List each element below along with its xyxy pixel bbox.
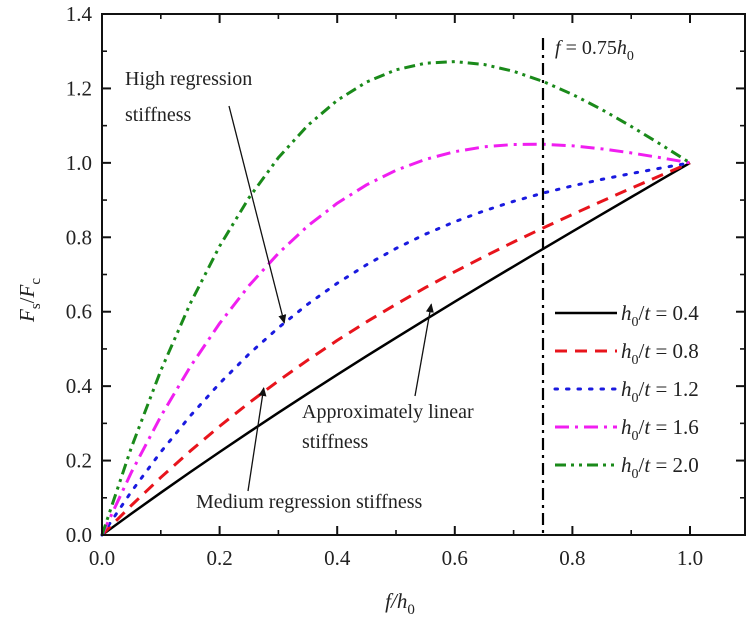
legend-label-sub: 0 <box>632 353 639 368</box>
y-axis-label-f1: F <box>15 309 39 323</box>
legend-label-h: h <box>621 301 632 325</box>
series-line-5 <box>100 60 691 536</box>
annotation-linear: Approximately linear stiffness <box>302 401 474 453</box>
legend-label-slash: / <box>639 339 645 363</box>
y-tick-label: 0.2 <box>66 449 92 473</box>
annotation-linear-line: Approximately linear <box>302 401 474 423</box>
legend-label-t: t <box>644 377 651 401</box>
vline-label: f = 0.75h0 <box>555 37 634 64</box>
x-axis-label: f/h0 <box>385 589 415 618</box>
y-tick-label: 0.0 <box>66 523 92 547</box>
y-tick-label: 1.4 <box>66 2 93 26</box>
y-axis-label-sub2: c <box>28 278 44 285</box>
x-tick-label: 0.2 <box>206 546 232 570</box>
legend-label-h: h <box>621 339 632 363</box>
x-tick-label: 1.0 <box>677 546 703 570</box>
legend-label-slash: / <box>639 301 645 325</box>
legend-label-value: = 2.0 <box>650 453 699 477</box>
annotation-arrow-high <box>228 105 287 324</box>
legend-label-t: t <box>644 339 651 363</box>
legend-label-3: h0/t = 1.2 <box>621 377 699 406</box>
legend-label-h: h <box>621 377 632 401</box>
legend: h0/t = 0.4h0/t = 0.8h0/t = 1.2h0/t = 1.6… <box>553 301 699 482</box>
legend-label-sub: 0 <box>632 315 639 330</box>
x-axis-label-main: f/h <box>385 589 407 613</box>
x-tick-label: 0.0 <box>89 546 115 570</box>
vline-label-h: h <box>617 37 627 59</box>
y-tick-label: 1.2 <box>66 76 92 100</box>
annotation-arrow-medium <box>247 387 267 492</box>
vline-label-sub: 0 <box>627 49 634 64</box>
legend-label-slash: / <box>639 377 645 401</box>
series-line-3 <box>100 161 692 537</box>
y-tick-label: 0.6 <box>66 300 92 324</box>
series-line-1 <box>101 161 691 537</box>
legend-label-value: = 1.6 <box>650 415 699 439</box>
y-tick-label: 0.4 <box>66 374 93 398</box>
annotation-high-line: High regression <box>125 68 252 90</box>
y-tick-label: 0.8 <box>66 225 92 249</box>
legend-label-sub: 0 <box>632 429 639 444</box>
series-line-4 <box>100 142 691 536</box>
series-line-2 <box>100 161 691 537</box>
legend-label-h: h <box>621 415 632 439</box>
annotation-high-line: stiffness <box>125 104 192 126</box>
annotation-linear-line: stiffness <box>302 431 369 453</box>
legend-label-t: t <box>644 301 651 325</box>
annotation-layer: High regression stiffness Medium regressio… <box>125 68 474 513</box>
x-tick-label: 0.6 <box>442 546 468 570</box>
vline-layer: f = 0.75h0 <box>541 37 634 535</box>
legend-label-value: = 1.2 <box>650 377 699 401</box>
vline-label-eq: = 0.75 <box>561 37 617 59</box>
axes-layer: 0.0 0.2 0.4 0.6 0.8 1.0 0.0 0.2 0.4 0.6 0.8 1.0 1.2 1… <box>15 2 746 618</box>
legend-label-t: t <box>644 415 651 439</box>
legend-label-t: t <box>644 453 651 477</box>
vline-label-f: f <box>555 37 563 59</box>
x-axis-label-sub: 0 <box>407 602 415 618</box>
x-tick-label: 0.4 <box>324 546 351 570</box>
legend-label-4: h0/t = 1.6 <box>621 415 699 444</box>
series-layer <box>100 60 692 537</box>
annotation-arrow-linear <box>414 303 434 397</box>
x-tick-label: 0.8 <box>559 546 585 570</box>
legend-label-2: h0/t = 0.8 <box>621 339 699 368</box>
annotation-medium-line: Medium regression stiffness <box>196 491 422 513</box>
y-axis-label-f2: F <box>15 284 39 298</box>
legend-label-sub: 0 <box>632 467 639 482</box>
legend-label-value: = 0.4 <box>650 301 699 325</box>
y-axis-label-sub1: s <box>28 303 44 309</box>
annotation-medium: Medium regression stiffness <box>196 491 422 513</box>
y-axis-label: Fs/Fc <box>15 278 44 323</box>
y-axis-label-slash: / <box>15 297 39 303</box>
annotation-high: High regression stiffness <box>125 68 252 126</box>
legend-label-h: h <box>621 453 632 477</box>
legend-label-sub: 0 <box>632 391 639 406</box>
legend-label-5: h0/t = 2.0 <box>621 453 699 482</box>
legend-label-1: h0/t = 0.4 <box>621 301 699 330</box>
legend-label-slash: / <box>639 453 645 477</box>
legend-label-slash: / <box>639 415 645 439</box>
legend-label-value: = 0.8 <box>650 339 699 363</box>
y-tick-label: 1.0 <box>66 151 92 175</box>
